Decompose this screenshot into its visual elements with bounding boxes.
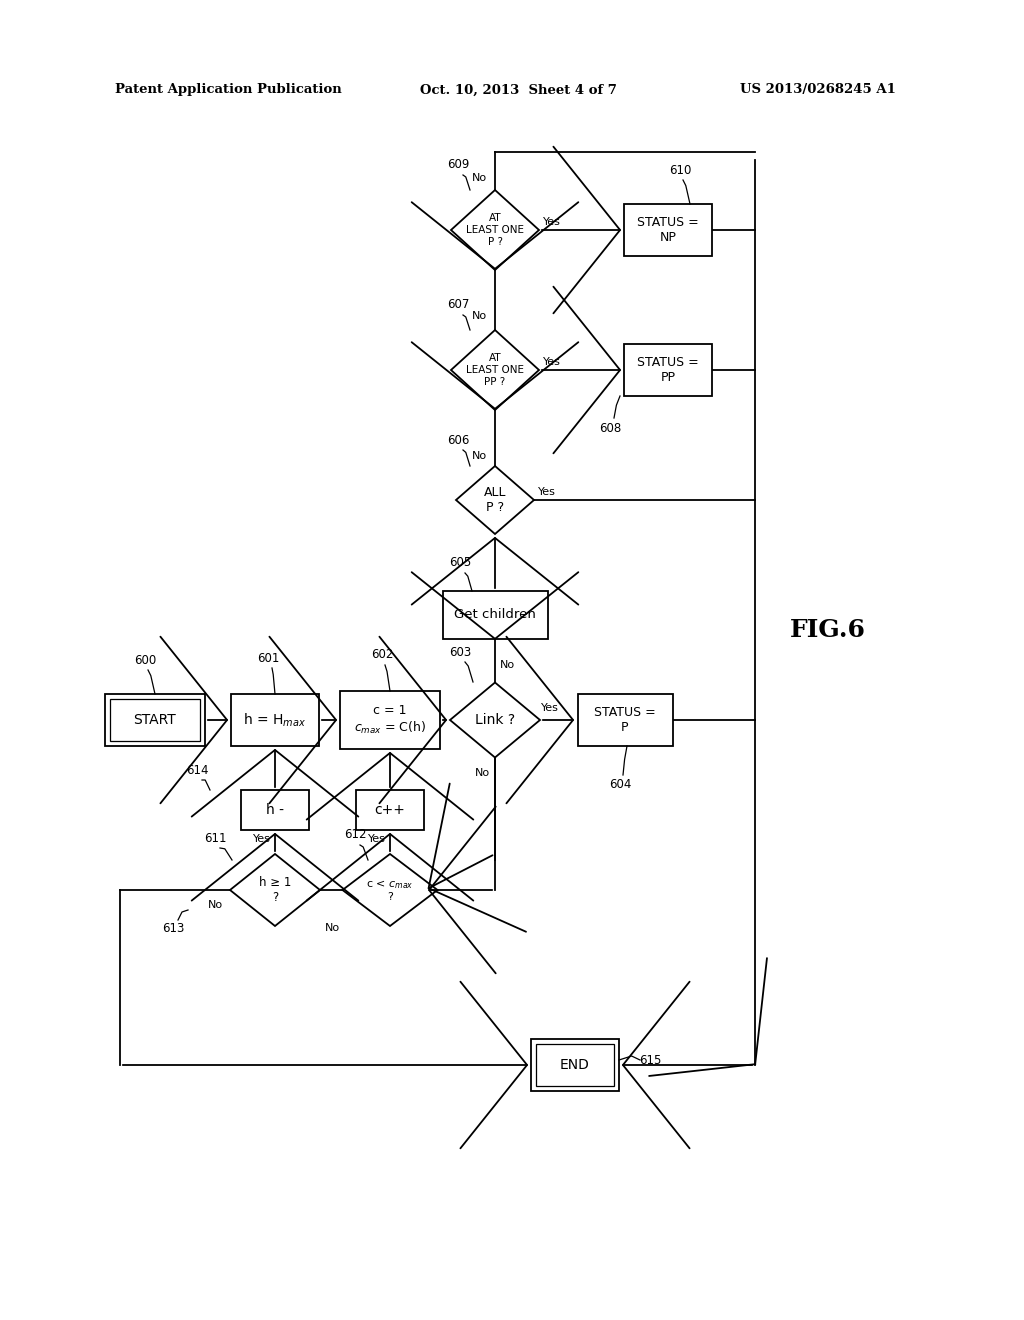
Text: h -: h - bbox=[266, 803, 284, 817]
Text: 607: 607 bbox=[446, 298, 469, 312]
Text: Yes: Yes bbox=[543, 216, 561, 227]
Text: No: No bbox=[325, 923, 340, 933]
Text: 610: 610 bbox=[669, 164, 691, 177]
Text: Yes: Yes bbox=[543, 356, 561, 367]
FancyBboxPatch shape bbox=[442, 591, 548, 639]
Text: 606: 606 bbox=[446, 433, 469, 446]
Text: No: No bbox=[472, 451, 487, 461]
Text: Patent Application Publication: Patent Application Publication bbox=[115, 83, 342, 96]
Text: 614: 614 bbox=[185, 763, 208, 776]
Polygon shape bbox=[451, 190, 539, 271]
Polygon shape bbox=[456, 466, 534, 535]
Text: 608: 608 bbox=[599, 421, 622, 434]
Text: Yes: Yes bbox=[538, 487, 556, 498]
FancyBboxPatch shape bbox=[231, 694, 319, 746]
Text: h = H$_{max}$: h = H$_{max}$ bbox=[244, 711, 306, 729]
Text: US 2013/0268245 A1: US 2013/0268245 A1 bbox=[740, 83, 896, 96]
Text: No: No bbox=[500, 660, 515, 669]
FancyBboxPatch shape bbox=[340, 690, 440, 748]
Text: No: No bbox=[475, 767, 490, 777]
Text: 611: 611 bbox=[204, 832, 226, 845]
Text: 602: 602 bbox=[371, 648, 393, 661]
Text: 603: 603 bbox=[449, 645, 471, 659]
Text: AT
LEAST ONE
PP ?: AT LEAST ONE PP ? bbox=[466, 354, 524, 387]
Text: FIG.6: FIG.6 bbox=[790, 618, 866, 642]
Text: No: No bbox=[472, 312, 487, 321]
Text: ALL
P ?: ALL P ? bbox=[483, 486, 506, 513]
Text: START: START bbox=[133, 713, 176, 727]
Text: Yes: Yes bbox=[253, 834, 271, 843]
FancyBboxPatch shape bbox=[241, 789, 309, 830]
FancyBboxPatch shape bbox=[624, 345, 712, 396]
Text: No: No bbox=[208, 900, 222, 909]
Text: STATUS =
NP: STATUS = NP bbox=[637, 216, 698, 244]
FancyBboxPatch shape bbox=[578, 694, 673, 746]
Text: Yes: Yes bbox=[541, 704, 559, 713]
Text: STATUS =
P: STATUS = P bbox=[594, 706, 656, 734]
Text: 615: 615 bbox=[639, 1053, 662, 1067]
FancyBboxPatch shape bbox=[536, 1044, 614, 1086]
Text: h ≥ 1
?: h ≥ 1 ? bbox=[259, 876, 291, 904]
Text: 601: 601 bbox=[257, 652, 280, 664]
Text: 605: 605 bbox=[449, 557, 471, 569]
Polygon shape bbox=[451, 330, 539, 411]
Text: 609: 609 bbox=[446, 158, 469, 172]
Text: 613: 613 bbox=[162, 921, 184, 935]
Text: c++: c++ bbox=[375, 803, 406, 817]
Text: AT
LEAST ONE
P ?: AT LEAST ONE P ? bbox=[466, 214, 524, 247]
FancyBboxPatch shape bbox=[356, 789, 424, 830]
Polygon shape bbox=[450, 682, 540, 758]
Text: c < $c_{max}$
?: c < $c_{max}$ ? bbox=[367, 878, 414, 902]
Text: 604: 604 bbox=[609, 779, 631, 792]
Text: Link ?: Link ? bbox=[475, 713, 515, 727]
Text: Oct. 10, 2013  Sheet 4 of 7: Oct. 10, 2013 Sheet 4 of 7 bbox=[420, 83, 616, 96]
Text: Yes: Yes bbox=[368, 834, 386, 843]
Text: 600: 600 bbox=[134, 653, 156, 667]
Text: No: No bbox=[472, 173, 487, 183]
FancyBboxPatch shape bbox=[105, 694, 205, 746]
FancyBboxPatch shape bbox=[531, 1039, 618, 1092]
FancyBboxPatch shape bbox=[110, 700, 200, 741]
Text: Get children: Get children bbox=[454, 609, 536, 622]
Polygon shape bbox=[342, 854, 437, 927]
Text: STATUS =
PP: STATUS = PP bbox=[637, 356, 698, 384]
Text: END: END bbox=[560, 1059, 590, 1072]
Polygon shape bbox=[230, 854, 319, 927]
Text: c = 1
$c_{max}$ = C(h): c = 1 $c_{max}$ = C(h) bbox=[354, 705, 426, 735]
Text: 612: 612 bbox=[344, 829, 367, 842]
FancyBboxPatch shape bbox=[624, 205, 712, 256]
